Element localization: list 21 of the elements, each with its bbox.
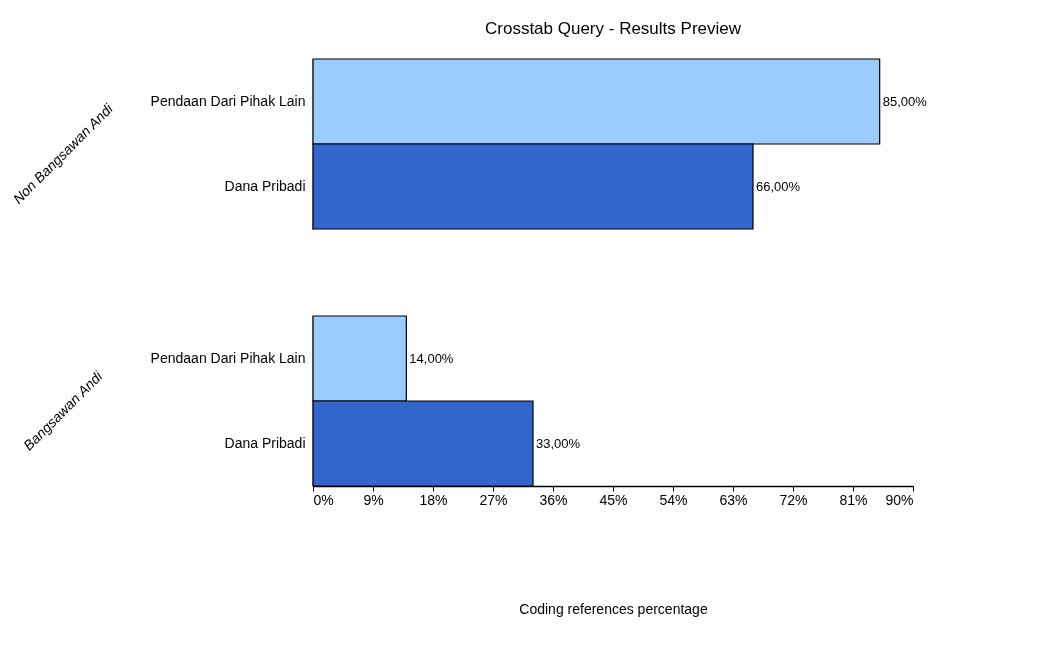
x-tick-label: 18% [419,491,448,508]
y-tick-label: Dana Pribadi [224,177,306,194]
x-tick-label: 9% [363,491,384,508]
x-tick-label: 0% [313,491,334,508]
x-tick-label: 45% [599,491,628,508]
data-label: 66,00% [756,178,801,194]
y-tick-label: Pendaan Dari Pihak Lain [150,349,306,366]
x-tick-label: 36% [539,491,568,508]
x-tick-label: 81% [839,491,868,508]
chart-title: Crosstab Query - Results Preview [484,19,742,39]
y-tick-label: Pendaan Dari Pihak Lain [150,92,306,109]
x-tick-label: 63% [719,491,748,508]
x-tick-label: 27% [479,491,508,508]
data-label: 85,00% [882,93,928,109]
x-tick-label: 72% [779,491,808,508]
x-tick-label: 54% [659,491,688,508]
x-axis-title: Coding references percentage [519,600,708,617]
y-tick-label: Dana Pribadi [224,434,306,451]
data-label: 33,00% [536,435,581,451]
x-tick-label: 90% [885,491,914,508]
data-label: 14,00% [409,350,454,366]
